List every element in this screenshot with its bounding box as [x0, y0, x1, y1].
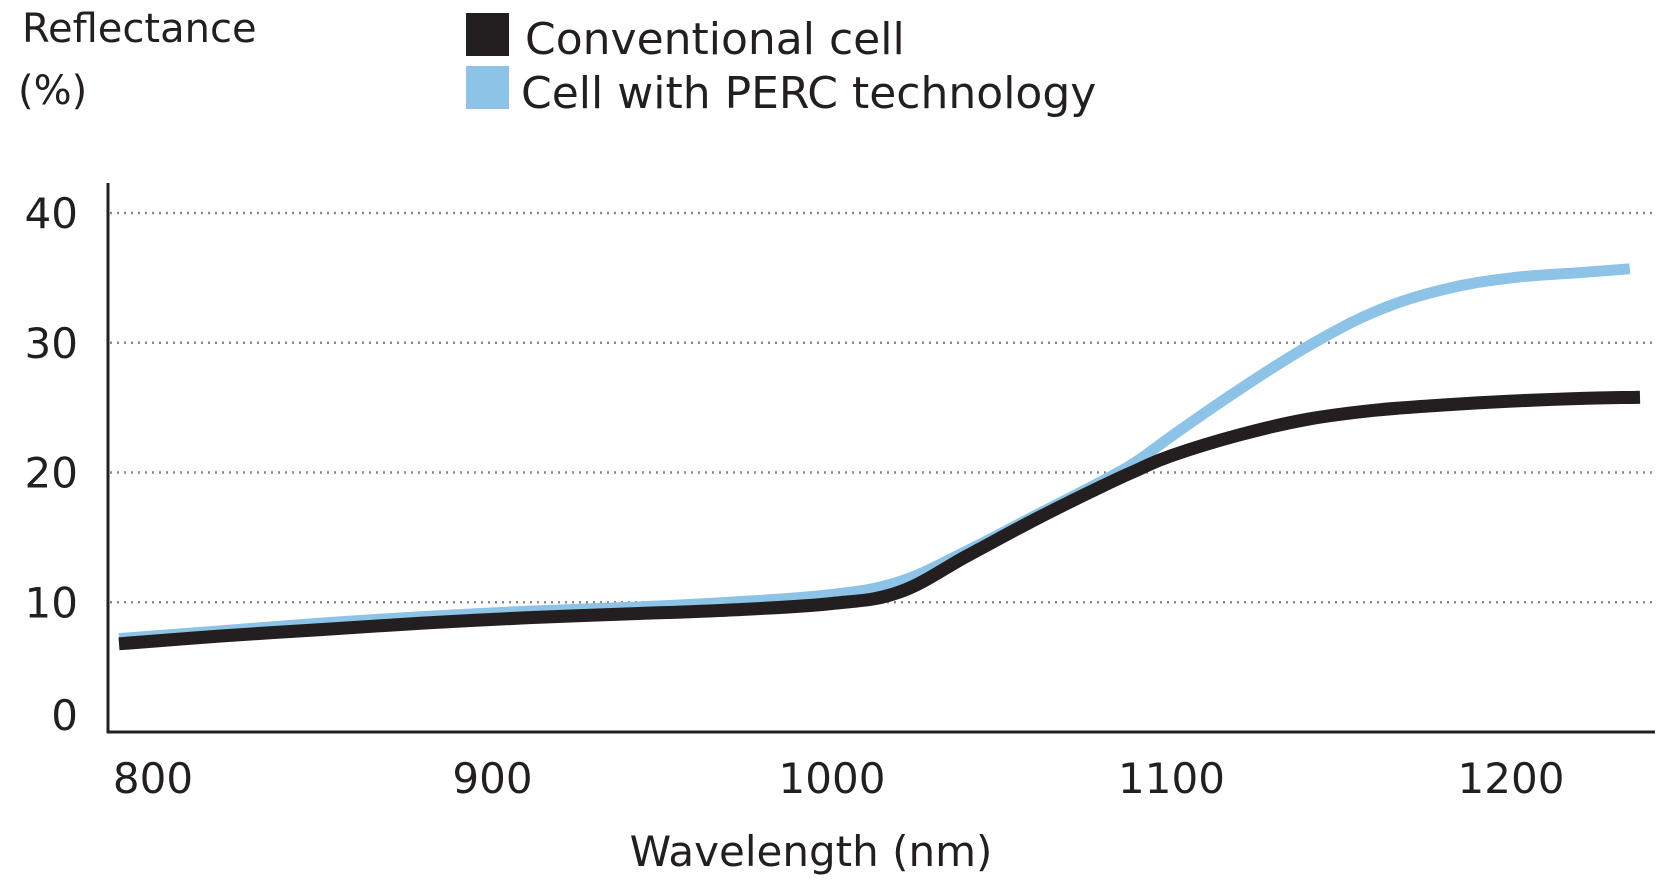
y-axis-title-line2: (%) [18, 68, 87, 114]
y-tick-label: 20 [25, 449, 78, 498]
legend-label-conventional: Conventional cell [525, 14, 905, 65]
x-tick-labels: 800 900 1000 1100 1200 [113, 754, 1565, 803]
series-line-conventional [118, 390, 1641, 651]
y-axis-title-line1: Reflectance [22, 6, 257, 52]
y-tick-labels: 0 10 20 30 40 [25, 189, 78, 740]
x-tick-label: 900 [452, 754, 532, 803]
x-tick-label: 800 [113, 754, 193, 803]
x-axis-title: Wavelength (nm) [630, 827, 993, 876]
series-lines [118, 263, 1641, 651]
series-line-perc [118, 263, 1631, 645]
x-tick-label: 1200 [1458, 754, 1565, 803]
x-tick-label: 1000 [779, 754, 886, 803]
legend-swatch-conventional [466, 13, 509, 56]
y-tick-label: 40 [25, 189, 78, 238]
legend-swatch-perc [466, 66, 509, 109]
y-tick-label: 0 [51, 691, 78, 740]
x-tick-label: 1100 [1118, 754, 1225, 803]
legend-label-perc: Cell with PERC technology [521, 68, 1096, 119]
y-tick-label: 10 [25, 578, 78, 627]
y-tick-label: 30 [25, 319, 78, 368]
legend: Conventional cell Cell with PERC technol… [466, 13, 1096, 119]
